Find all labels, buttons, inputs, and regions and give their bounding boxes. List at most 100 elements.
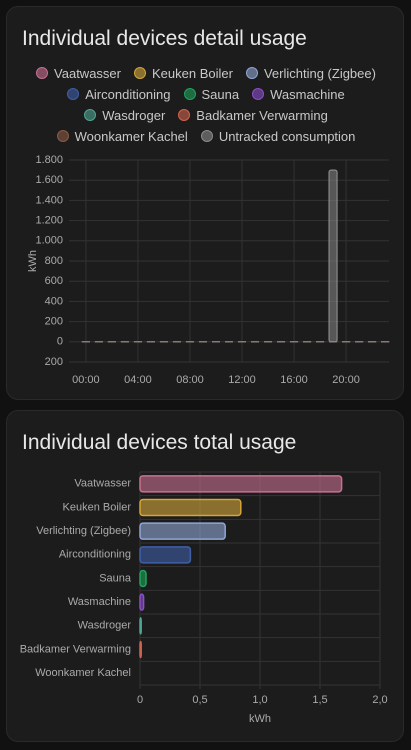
y-tick-label: Woonkamer Kachel — [35, 667, 131, 679]
x-tick-label: 08:00 — [176, 374, 204, 386]
y-tick-label: Wasmachine — [68, 596, 131, 608]
legend-item[interactable]: Keuken Boiler — [134, 65, 233, 81]
legend-label: Wasdroger — [102, 107, 166, 123]
bar — [133, 341, 142, 343]
legend-label: Airconditioning — [85, 86, 171, 102]
legend-label: Verlichting (Zigbee) — [263, 65, 376, 81]
legend-label: Sauna — [201, 86, 240, 102]
legend-item[interactable]: Airconditioning — [67, 86, 171, 102]
x-tick-label: 1,5 — [312, 694, 327, 706]
legend-swatch — [183, 88, 196, 100]
x-tick-label: 16:00 — [280, 374, 308, 386]
bar — [139, 475, 343, 493]
y-tick-label: 1.400 — [35, 194, 63, 206]
bar — [211, 341, 220, 343]
bar — [139, 593, 145, 611]
legend-item[interactable]: Wasmachine — [252, 86, 345, 102]
y-tick-label: Keuken Boiler — [63, 501, 132, 513]
y-tick-label: Sauna — [99, 572, 132, 584]
legend-swatch — [36, 67, 49, 79]
legend-label: Untracked consumption — [218, 128, 356, 144]
bar — [139, 546, 192, 564]
legend-item[interactable]: Sauna — [183, 86, 240, 102]
x-tick-label: 04:00 — [124, 374, 152, 386]
bar — [238, 341, 247, 343]
y-tick-label: 1.600 — [35, 174, 63, 186]
total-card: 0 0,5 1,0 1,5 2,0 kWh Vaatwasser Keuken Boiler V… — [6, 410, 404, 742]
y-tick-label: 1.200 — [35, 215, 63, 227]
detail-card: 1.800 1.600 1.400 1.200 1.000 800 600 400 200 0 20… — [6, 6, 404, 400]
legend-label: Wasmachine — [270, 86, 345, 102]
bar — [107, 341, 116, 343]
legend-item[interactable]: Badkamer Verwarming — [178, 107, 328, 123]
card-title: Individual devices detail usage — [22, 27, 307, 50]
y-tick-label: 600 — [45, 275, 63, 287]
y-tick-label: 1.800 — [35, 154, 63, 166]
bar — [316, 341, 325, 343]
bar — [94, 341, 103, 343]
card-title: Individual devices total usage — [22, 431, 297, 454]
total-chart: 0 0,5 1,0 1,5 2,0 kWh Vaatwasser Keuken Boiler V… — [20, 471, 388, 725]
legend-item[interactable]: Vaatwasser — [36, 65, 121, 81]
legend-label: Woonkamer Kachel — [74, 128, 188, 144]
bar — [185, 341, 194, 343]
legend-swatch — [252, 88, 265, 100]
y-tick-label: Verlichting (Zigbee) — [36, 525, 131, 537]
bar — [264, 341, 273, 343]
bar — [368, 341, 377, 343]
bar — [198, 341, 207, 343]
bar — [328, 169, 338, 343]
x-tick-label: 0,5 — [192, 694, 207, 706]
y-tick-label: 0 — [57, 336, 63, 348]
bar — [146, 341, 155, 343]
bar — [303, 341, 312, 343]
bar — [81, 341, 90, 343]
bar — [225, 341, 233, 343]
legend-swatch — [200, 130, 213, 142]
x-tick-label: 20:00 — [332, 374, 360, 386]
x-tick-label: 12:00 — [228, 374, 256, 386]
bar — [139, 569, 147, 588]
legend-label: Badkamer Verwarming — [196, 107, 328, 123]
bar — [381, 341, 390, 343]
bar — [139, 640, 142, 659]
bar — [139, 522, 226, 540]
bar — [139, 617, 142, 635]
detail-chart: 1.800 1.600 1.400 1.200 1.000 800 600 400 200 0 20… — [27, 154, 390, 386]
legend-swatch — [67, 88, 80, 100]
y-tick-label: Vaatwasser — [74, 478, 131, 490]
legend-item[interactable]: Untracked consumption — [200, 128, 356, 144]
y-tick-label: 800 — [45, 255, 63, 267]
bar — [139, 498, 242, 517]
x-axis-label: kWh — [249, 713, 271, 725]
x-tick-label: 0 — [137, 694, 143, 706]
y-tick-label: 200 — [45, 356, 63, 368]
bar — [251, 341, 260, 343]
y-tick-label: Wasdroger — [78, 620, 132, 632]
y-tick-label: Airconditioning — [59, 549, 131, 561]
legend-swatch — [84, 109, 97, 121]
bar — [172, 341, 181, 343]
bar — [277, 341, 286, 343]
legend-item[interactable]: Woonkamer Kachel — [56, 128, 188, 144]
y-tick-label: 200 — [45, 316, 63, 328]
legend: Vaatwasser Keuken Boiler Verlichting (Zigb… — [21, 65, 391, 144]
y-axis-label: kWh — [27, 250, 39, 272]
y-tick-label: Badkamer Verwarming — [20, 643, 131, 655]
legend-swatch — [134, 67, 146, 79]
bar — [290, 341, 299, 343]
legend-swatch — [245, 67, 258, 79]
x-tick-label: 00:00 — [72, 374, 100, 386]
legend-item[interactable]: Wasdroger — [84, 107, 165, 123]
bar — [120, 341, 129, 343]
y-tick-label: 400 — [45, 295, 63, 307]
legend-swatch — [56, 130, 69, 142]
bar — [159, 341, 168, 343]
legend-item[interactable]: Verlichting (Zigbee) — [245, 65, 376, 81]
bar — [342, 341, 351, 343]
x-tick-label: 2,0 — [372, 694, 387, 706]
legend-label: Keuken Boiler — [152, 65, 233, 81]
y-tick-label: 1.000 — [35, 235, 63, 247]
legend-label: Vaatwasser — [54, 65, 121, 81]
